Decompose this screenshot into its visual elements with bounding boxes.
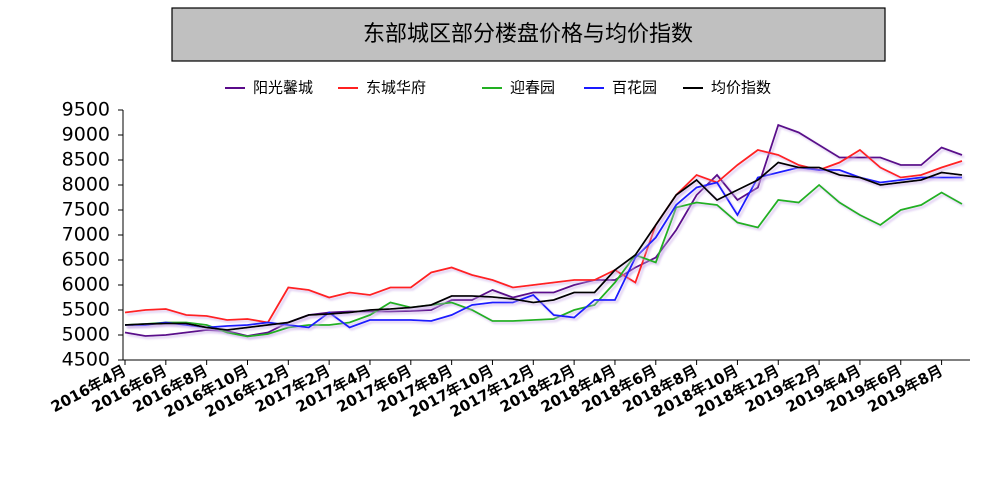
y-tick-label: 5500 — [62, 299, 110, 321]
series-line — [125, 166, 962, 329]
chart-title: 东部城区部分楼盘价格与均价指数 — [363, 22, 693, 47]
y-tick-label: 7500 — [62, 199, 110, 221]
y-tick-label: 8000 — [62, 174, 110, 196]
y-tick-label: 4500 — [62, 349, 110, 371]
y-tick-label: 6500 — [62, 249, 110, 271]
legend-label: 东城华府 — [366, 79, 426, 97]
y-tick-label: 7000 — [62, 224, 110, 246]
y-tick-label: 5000 — [62, 324, 110, 346]
title-box — [171, 7, 886, 62]
y-tick-label: 9000 — [62, 124, 110, 146]
legend-label: 迎春园 — [510, 79, 555, 97]
series-line — [124, 123, 963, 337]
series-line — [124, 183, 963, 338]
legend-label: 阳光馨城 — [253, 79, 313, 97]
y-tick-label: 8500 — [62, 149, 110, 171]
series-line — [124, 148, 963, 324]
legend-label: 均价指数 — [711, 79, 771, 97]
legend-label: 百花园 — [612, 79, 657, 97]
y-tick-label: 9500 — [62, 99, 110, 121]
series-line — [124, 161, 963, 331]
y-tick-label: 6000 — [62, 274, 110, 296]
